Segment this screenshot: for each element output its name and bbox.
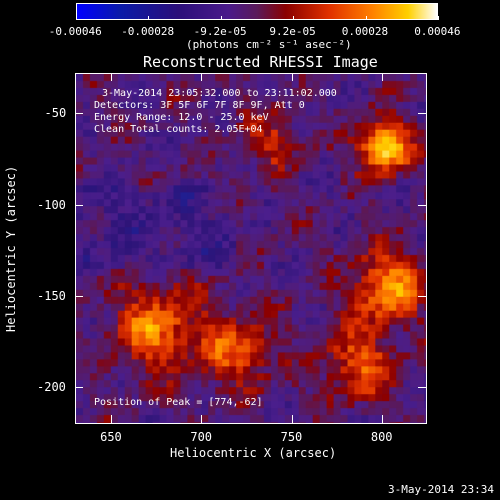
y-tick-mark [75,387,83,389]
colorbar-tick-label: 9.2e-05 [269,25,316,38]
colorbar-tick-label: 0.00046 [414,25,461,38]
colorbar-tick-label: 0.00028 [341,25,389,38]
peak-position-text: Position of Peak = [774,-62] [94,397,263,408]
colorbar-unit-label: (photons cm⁻² s⁻¹ asec⁻²) [186,38,352,51]
colorbar-tick-mark [76,16,77,20]
colorbar-tick-mark [220,16,222,20]
colorbar [76,3,438,20]
rhessi-image-plot: 3-May-2014 23:05:32.000 to 23:11:02.000 … [75,73,427,424]
y-tick-label: -100 [37,197,66,212]
plot-timestamp: 3-May-2014 23:34 [388,483,494,496]
y-tick-mark [418,387,426,389]
energy-range-text: Energy Range: 12.0 - 25.0 keV [94,112,269,123]
x-tick-mark [381,415,383,423]
colorbar-tick-mark [148,16,150,20]
x-tick-mark [111,73,113,81]
y-tick-label: -150 [37,289,66,304]
colorbar-tick-mark [293,16,295,20]
colorbar-tick-label: -9.2e-05 [193,25,247,38]
colorbar-tick-label: -0.00028 [121,25,175,38]
x-tick-label: 650 [100,430,122,444]
time-range-text: 3-May-2014 23:05:32.000 to 23:11:02.000 [102,88,337,99]
colorbar-tick-mark [438,16,439,20]
clean-counts-text: Clean Total counts: 2.05E+04 [94,124,263,135]
y-tick-mark [75,296,83,298]
colorbar-tick-mark [365,16,367,20]
x-tick-mark [111,415,113,423]
y-tick-mark [418,296,426,298]
x-tick-mark [291,415,293,423]
x-axis-title: Heliocentric X (arcsec) [170,446,337,460]
colorbar-tick-label: -0.00046 [48,25,102,38]
x-tick-mark [201,415,203,423]
x-tick-mark [291,73,293,81]
y-tick-label: -200 [37,380,66,395]
plot-title: Reconstructed RHESSI Image [143,53,378,71]
y-tick-mark [75,113,83,115]
x-tick-mark [201,73,203,81]
x-tick-label: 750 [280,430,303,444]
colorbar-gradient [77,4,437,19]
y-axis-title: Heliocentric Y (arcsec) [4,165,18,332]
detectors-text: Detectors: 3F 5F 6F 7F 8F 9F, Att 0 [94,100,305,111]
rhessi-image-heatmap [76,74,426,423]
y-tick-mark [418,113,426,115]
x-tick-mark [381,73,383,81]
y-tick-label: -50 [44,106,67,121]
x-tick-label: 700 [190,430,213,444]
y-tick-mark [75,204,83,206]
y-tick-mark [418,204,426,206]
x-tick-label: 800 [370,430,393,444]
